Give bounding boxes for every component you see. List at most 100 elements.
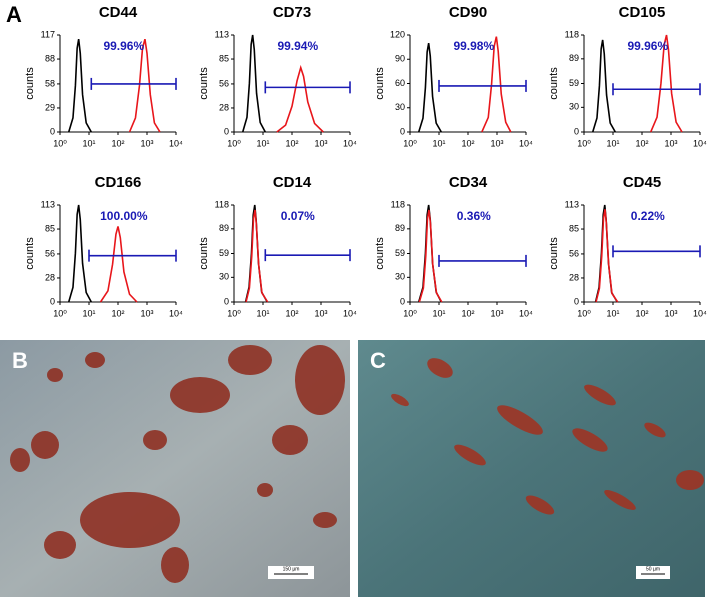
x-tick-label: 10² (635, 138, 648, 148)
micrograph-c: 50 µm C (358, 340, 705, 597)
y-tick-label: 113 (41, 199, 55, 209)
x-tick-label: 10³ (314, 138, 327, 148)
x-tick-label: 10⁰ (227, 308, 241, 318)
chart-title: CD14 (273, 174, 312, 191)
micrograph-b: 150 µm B (0, 340, 350, 597)
x-tick-label: 10⁰ (53, 138, 67, 148)
x-tick-label: 10⁰ (577, 308, 591, 318)
y-tick-label: 89 (395, 223, 405, 233)
x-tick-label: 10⁰ (227, 138, 241, 148)
x-tick-label: 10⁴ (343, 308, 357, 318)
x-tick-label: 10¹ (256, 138, 269, 148)
y-tick-label: 30 (395, 272, 405, 282)
histogram-curve (276, 64, 324, 133)
histogram-curve (128, 38, 161, 133)
histogram-panel: CD44 counts 0 29 58 88 117 10⁰ 10¹ 10² 10³ 10⁴ 99.96… (24, 4, 183, 148)
y-tick-label: 0 (50, 126, 55, 136)
percentage-annotation: 100.00% (100, 209, 148, 223)
panel-label: A (6, 2, 22, 27)
x-tick-label: 10⁰ (577, 138, 591, 148)
histogram-curve (245, 209, 269, 303)
x-tick-label: 10² (285, 308, 298, 318)
percentage-annotation: 0.07% (281, 209, 315, 223)
y-tick-label: 28 (45, 272, 55, 282)
histogram-curve (481, 36, 512, 133)
scale-bar-box (268, 566, 314, 579)
histogram-curve (99, 226, 138, 303)
x-tick-label: 10⁴ (169, 308, 183, 318)
chart-title: CD44 (99, 4, 138, 21)
histogram-panel: CD45 counts 0 28 56 85 113 10⁰ 10¹ 10² 10³ 10⁴ 0.22% (548, 174, 707, 318)
percentage-annotation: 0.22% (631, 209, 665, 223)
x-tick-label: 10⁰ (403, 138, 417, 148)
histogram-curve (595, 209, 619, 303)
y-tick-label: 0 (224, 126, 229, 136)
chart-title: CD105 (619, 4, 666, 21)
y-tick-label: 117 (41, 29, 55, 39)
x-tick-label: 10² (285, 138, 298, 148)
y-tick-label: 0 (50, 296, 55, 306)
y-tick-label: 0 (224, 296, 229, 306)
x-tick-label: 10⁴ (693, 138, 707, 148)
x-tick-label: 10⁴ (343, 138, 357, 148)
histogram-curve (591, 39, 616, 133)
y-tick-label: 59 (395, 248, 405, 258)
y-tick-label: 85 (219, 53, 229, 63)
x-tick-label: 10³ (664, 138, 677, 148)
x-tick-label: 10⁰ (403, 308, 417, 318)
stain-blobs (10, 345, 345, 583)
histogram-curve (417, 42, 442, 133)
y-tick-label: 59 (569, 78, 579, 88)
y-tick-label: 0 (400, 296, 405, 306)
x-tick-label: 10³ (490, 138, 503, 148)
histogram-panel: CD90 counts 0 30 60 90 120 10⁰ 10¹ 10² 10³ 10⁴ 99.98… (374, 4, 533, 148)
y-tick-label: 85 (45, 223, 55, 233)
y-tick-label: 30 (219, 272, 229, 282)
y-axis-label: counts (548, 237, 560, 270)
x-tick-label: 10² (461, 138, 474, 148)
x-tick-label: 10³ (140, 308, 153, 318)
chart-title: CD34 (449, 174, 488, 191)
y-tick-label: 28 (569, 272, 579, 282)
x-tick-label: 10¹ (256, 308, 269, 318)
micrograph-background (358, 340, 705, 597)
chart-title: CD90 (449, 4, 487, 21)
y-tick-label: 118 (391, 199, 405, 209)
y-tick-label: 56 (569, 248, 579, 258)
percentage-annotation: 99.96% (103, 39, 144, 53)
percentage-annotation: 0.36% (457, 209, 491, 223)
x-tick-label: 10³ (490, 308, 503, 318)
x-tick-label: 10¹ (432, 138, 445, 148)
y-tick-label: 59 (219, 248, 229, 258)
y-tick-label: 120 (390, 29, 405, 39)
x-tick-label: 10¹ (606, 308, 619, 318)
x-tick-label: 10⁴ (169, 138, 183, 148)
x-tick-label: 10¹ (432, 308, 445, 318)
histogram-curve (418, 209, 443, 303)
histogram-curve (241, 34, 267, 133)
stain-blobs (391, 358, 704, 515)
y-tick-label: 88 (45, 53, 55, 63)
histogram-panel: CD73 counts 0 28 56 85 113 10⁰ 10¹ 10² 10³ 10⁴ 99.94… (198, 4, 357, 148)
histogram-panel: CD105 counts 0 30 59 89 118 10⁰ 10¹ 10² 10³ 10⁴ 99.9… (548, 4, 707, 148)
chart-title: CD166 (95, 174, 142, 191)
percentage-annotation: 99.96% (627, 39, 668, 53)
y-tick-label: 113 (215, 29, 229, 39)
y-axis-label: counts (24, 67, 36, 100)
y-tick-label: 113 (565, 199, 579, 209)
y-tick-label: 85 (569, 223, 579, 233)
y-tick-label: 58 (45, 78, 55, 88)
x-tick-label: 10⁴ (519, 308, 533, 318)
y-axis-label: counts (198, 67, 210, 100)
y-tick-label: 89 (219, 223, 229, 233)
x-tick-label: 10³ (140, 138, 153, 148)
scale-bar-label: 50 µm (646, 566, 660, 572)
y-tick-label: 0 (574, 126, 579, 136)
y-tick-label: 60 (395, 78, 405, 88)
x-tick-label: 10² (635, 308, 648, 318)
y-tick-label: 28 (219, 102, 229, 112)
y-axis-label: counts (24, 237, 36, 270)
panel-label: C (370, 348, 386, 373)
y-tick-label: 30 (569, 102, 579, 112)
